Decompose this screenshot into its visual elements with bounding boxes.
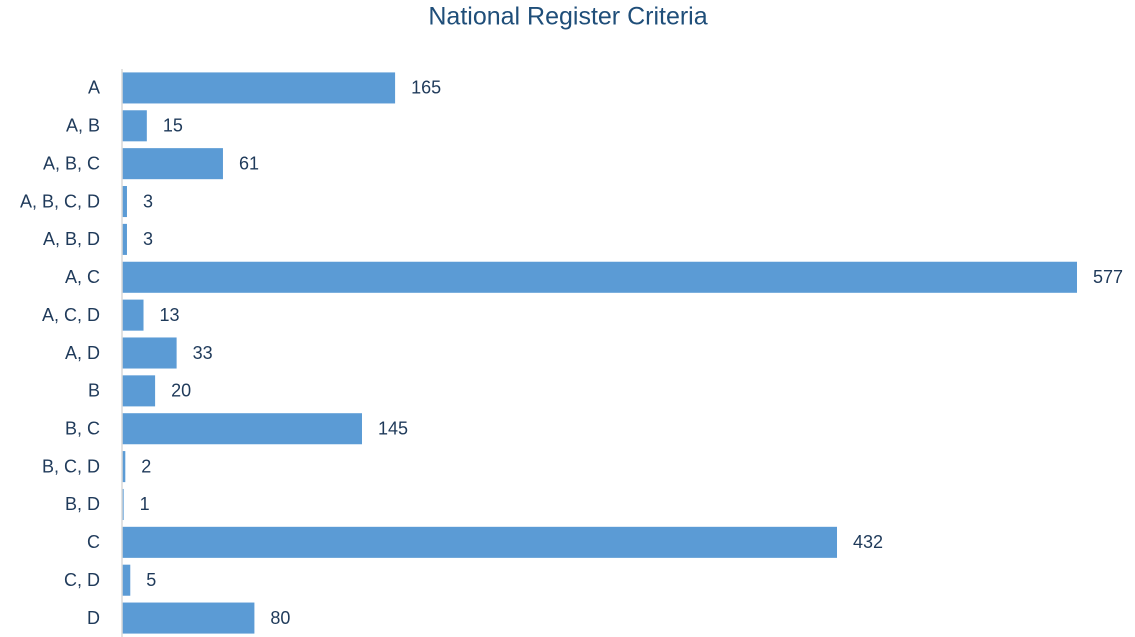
category-label: D	[87, 608, 100, 628]
bar	[122, 602, 255, 634]
bar	[122, 299, 144, 331]
value-label: 165	[411, 78, 441, 98]
bar	[122, 110, 147, 142]
value-label: 20	[171, 381, 191, 401]
bar	[122, 186, 127, 218]
category-label: A, C, D	[42, 305, 100, 325]
category-label: A, B, C, D	[20, 191, 100, 211]
value-label: 3	[143, 229, 153, 249]
bar	[122, 375, 156, 407]
bar	[122, 451, 126, 483]
category-label: A, B	[66, 116, 100, 136]
value-label: 61	[239, 153, 259, 173]
category-label: A, B, C	[43, 153, 100, 173]
value-label: 15	[163, 116, 183, 136]
value-label: 2	[141, 456, 151, 476]
bar	[122, 413, 362, 445]
value-label: 13	[160, 305, 180, 325]
category-label: A, D	[65, 343, 100, 363]
bar	[122, 72, 396, 104]
category-label: A, C	[65, 267, 100, 287]
value-label: 3	[143, 191, 153, 211]
category-label: C, D	[64, 570, 100, 590]
value-label: 5	[146, 570, 156, 590]
value-label: 432	[853, 532, 883, 552]
chart-title: National Register Criteria	[428, 3, 707, 31]
category-label: B	[88, 381, 100, 401]
bar	[122, 564, 131, 596]
value-label: 145	[378, 418, 408, 438]
bar	[122, 148, 223, 180]
bar	[122, 223, 127, 255]
bar	[122, 526, 838, 558]
bar	[122, 261, 1077, 293]
bar	[122, 337, 177, 369]
value-label: 1	[140, 494, 150, 514]
category-label: A	[88, 78, 100, 98]
category-label: A, B, D	[43, 229, 100, 249]
category-label: B, C	[65, 418, 100, 438]
value-label: 577	[1093, 267, 1123, 287]
value-label: 33	[193, 343, 213, 363]
bar	[122, 488, 124, 520]
value-label: 80	[270, 608, 290, 628]
category-label: C	[87, 532, 100, 552]
category-label: B, C, D	[42, 456, 100, 476]
category-label: B, D	[65, 494, 100, 514]
